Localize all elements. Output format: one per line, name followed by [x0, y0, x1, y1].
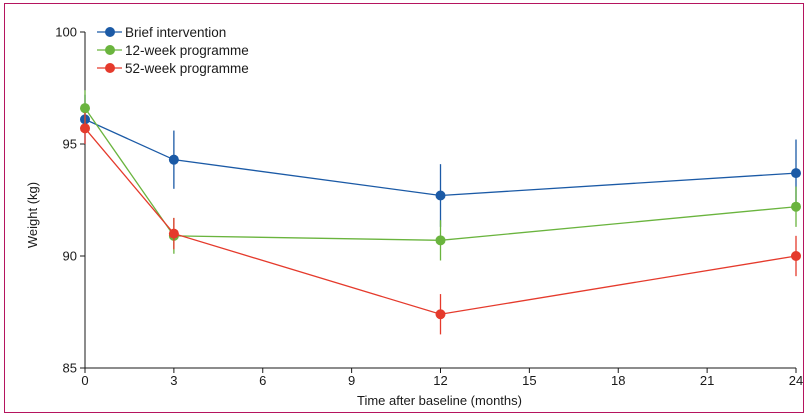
legend-marker	[105, 45, 115, 55]
y-tick-label: 90	[63, 249, 77, 264]
x-tick-label: 15	[522, 373, 536, 388]
x-tick-label: 21	[700, 373, 714, 388]
series-layer	[80, 90, 801, 335]
x-tick-label: 0	[81, 373, 88, 388]
y-tick-label: 85	[63, 361, 77, 376]
legend: Brief intervention 12-week programme 52-we…	[97, 25, 249, 76]
legend-marker	[105, 27, 115, 37]
data-point	[791, 201, 801, 212]
legend-item: Brief intervention	[97, 25, 226, 40]
series-line	[84, 107, 797, 241]
series-line	[84, 118, 797, 197]
data-point	[435, 309, 446, 320]
x-axis-ticks: 0 3 6 9 12 15 18 21 24	[81, 368, 803, 388]
legend-marker	[105, 63, 115, 73]
legend-label: Brief intervention	[125, 25, 226, 40]
legend-item: 52-week programme	[97, 61, 249, 76]
data-point	[435, 235, 446, 246]
y-tick-label: 95	[63, 137, 77, 152]
data-point	[80, 103, 90, 114]
x-axis-title: Time after baseline (months)	[357, 393, 522, 408]
x-tick-label: 12	[433, 373, 447, 388]
legend-label: 52-week programme	[125, 61, 249, 76]
data-point	[80, 123, 90, 134]
series-brief-intervention	[80, 94, 801, 227]
series-line	[84, 127, 797, 315]
x-tick-label: 9	[348, 373, 355, 388]
x-tick-label: 6	[259, 373, 266, 388]
y-tick-label: 100	[55, 25, 77, 40]
y-axis-ticks: 85 90 95 100	[55, 25, 85, 376]
data-point	[168, 154, 179, 165]
data-point	[168, 228, 179, 239]
data-point	[791, 251, 801, 261]
x-tick-label: 24	[789, 373, 803, 388]
x-tick-label: 18	[611, 373, 625, 388]
series-52-week-programme	[80, 112, 801, 335]
x-tick-label: 3	[170, 373, 177, 388]
data-point	[435, 190, 446, 201]
figure-frame	[4, 3, 804, 413]
legend-item: 12-week programme	[97, 43, 249, 58]
y-axis-title: Weight (kg)	[25, 182, 40, 248]
legend-label: 12-week programme	[125, 43, 249, 58]
data-point	[791, 168, 801, 179]
